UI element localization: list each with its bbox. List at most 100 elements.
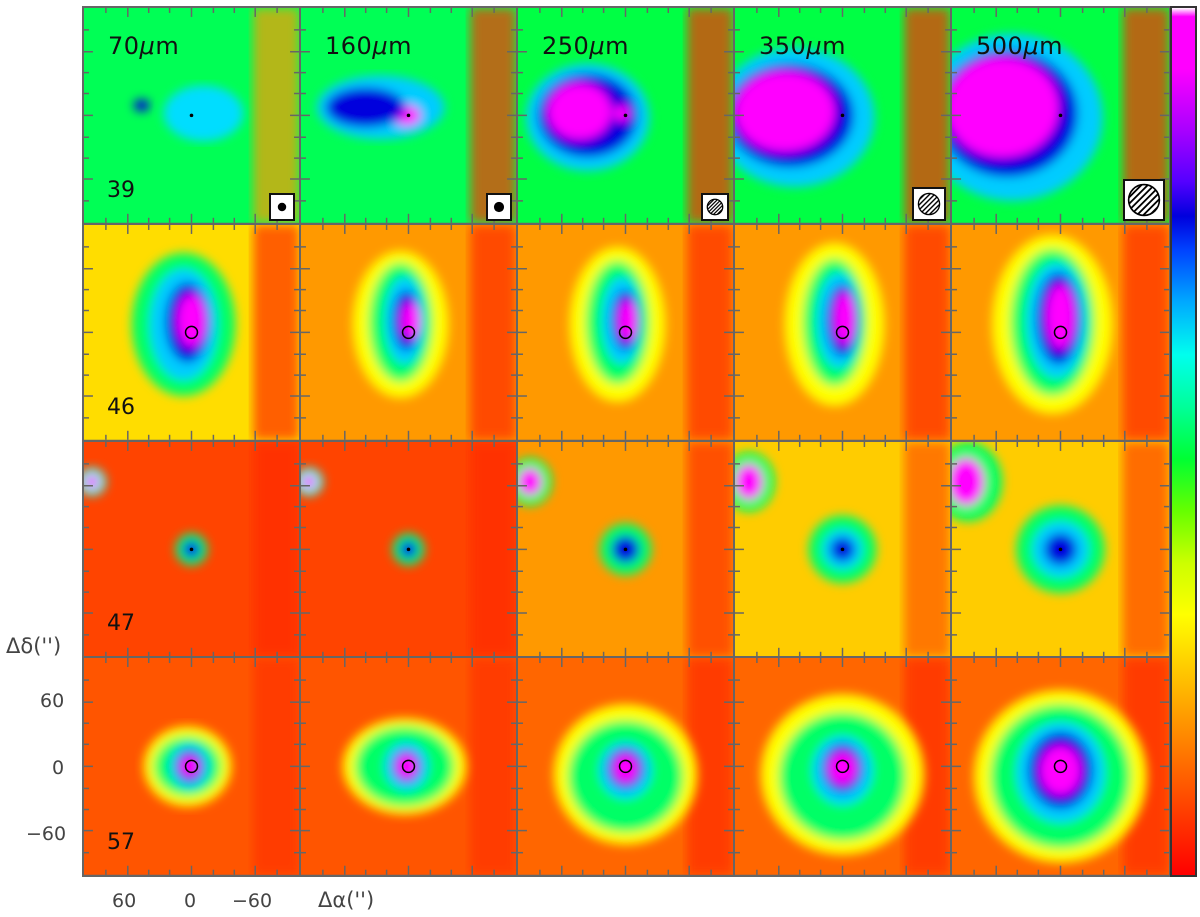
panel-ticks [301,8,516,223]
panel-ticks [952,658,1169,875]
source-position-ring [618,325,633,339]
row-label-57: 57 [107,830,135,855]
emission-contour [396,754,417,779]
source-position-ring [1053,759,1068,774]
color-scale-bar [1170,6,1197,877]
emission-contour [301,474,316,489]
source-position-ring [184,759,199,774]
intensity-map [735,224,950,440]
emission-contour [828,752,857,785]
source-position-dot [1058,547,1063,551]
panel-r2-c4 [735,224,952,442]
source-position-ring [401,325,416,339]
panel-ticks [518,224,733,440]
panel-r1-c3: 250μm [518,8,735,225]
panel-ticks [518,441,733,657]
y-tick-label: −60 [26,823,67,845]
intensity-map [84,224,299,440]
intensity-map [84,8,299,223]
source-position-dot [1058,113,1063,118]
panel-r3-c4 [735,441,952,659]
emission-contour [177,294,206,347]
source-position-ring [401,759,416,774]
emission-contour [133,99,150,112]
intensity-map [301,224,516,440]
source-position-dot [623,547,628,551]
band-label-500: 500μm [976,32,1063,60]
panel-r3-c5 [952,441,1169,659]
intensity-map [735,8,950,223]
intensity-map [518,658,733,875]
emission-contour [952,57,1059,158]
panel-r3-c1: 47 [84,441,301,659]
panel-ticks [952,224,1169,440]
source-position-ring [1053,325,1068,339]
beam-size-icon [701,192,729,221]
emission-contour [401,302,420,339]
panel-r3-c2 [301,441,518,659]
source-position-dot [189,113,194,118]
emission-contour [735,463,763,500]
panel-ticks [952,441,1169,657]
source-position-dot [623,113,628,118]
panel-r1-c4: 350μm [735,8,952,225]
intensity-map [952,441,1169,657]
emission-contour [163,85,244,142]
panel-r1-c2: 160μm [301,8,518,225]
emission-contour [834,292,855,345]
row-label-47: 47 [107,611,135,637]
intensity-map [301,8,516,223]
row-label-39: 39 [107,177,135,203]
x-axis-title: Δα('') [318,888,375,912]
intensity-map [952,224,1169,440]
intensity-map [735,441,950,657]
source-position-ring [835,325,850,339]
panel-r2-c5 [952,224,1169,442]
panel-ticks [301,224,516,440]
panel-ticks [84,658,299,875]
panel-ticks [735,224,950,440]
intensity-map [301,658,516,875]
intensity-map [952,8,1169,223]
panel-r4-c5 [952,658,1169,875]
source-position-dot [840,547,845,551]
panel-ticks [301,658,516,875]
emission-contour [613,105,630,122]
intensity-map [518,441,733,657]
emission-contour [180,756,199,777]
band-label-70: 70μm [108,32,180,60]
x-tick-label: 60 [112,890,137,912]
intensity-map [735,658,950,875]
x-tick-label: 0 [184,890,197,912]
y-axis-title: Δδ('') [6,634,62,658]
panel-r4-c3 [518,658,735,875]
band-label-250: 250μm [542,32,629,60]
beam-size-icon [269,192,295,221]
panel-ticks [301,441,516,657]
panel-r2-c1: 46 [84,224,301,442]
panel-r1-c1: 70μm 39 [84,8,301,225]
emission-contour [84,474,99,489]
panel-ticks [735,658,950,875]
source-position-ring [184,325,199,339]
emission-contour [325,87,406,128]
source-position-ring [618,759,633,774]
source-position-ring [835,759,850,774]
band-label-160: 160μm [325,32,412,60]
beam-size-icon [912,186,946,221]
beam-size-icon [1123,178,1165,221]
emission-contour [952,457,985,506]
panel-r2-c2 [301,224,518,442]
emission-contour [518,467,542,496]
source-position-dot [840,113,845,118]
source-position-dot [189,547,194,551]
intensity-map [518,8,733,223]
row-label-46: 46 [107,394,135,420]
panel-r4-c4 [735,658,952,875]
emission-contour [618,300,637,341]
panel-r2-c3 [518,224,735,442]
emission-contour [547,83,612,140]
panel-ticks [518,8,733,223]
y-tick-label: 0 [52,757,65,779]
